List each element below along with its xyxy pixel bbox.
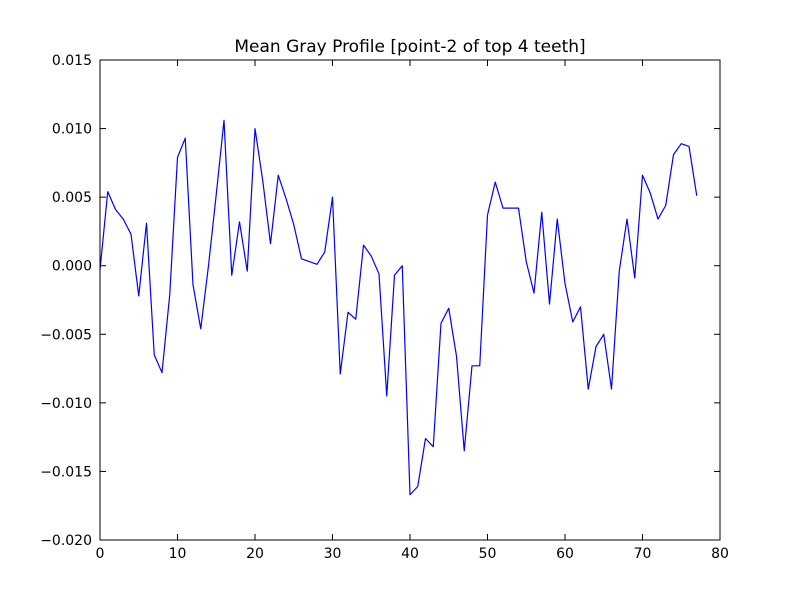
x-tick-label: 60 bbox=[556, 546, 574, 562]
plot-frame bbox=[99, 59, 721, 541]
series-layer bbox=[99, 119, 698, 496]
y-tick-label: −0.015 bbox=[40, 464, 92, 480]
x-tick-label: 10 bbox=[169, 546, 187, 562]
y-tick-label: 0.000 bbox=[52, 259, 92, 275]
x-tick-label: 40 bbox=[401, 546, 419, 562]
y-tick-label: −0.010 bbox=[40, 396, 92, 412]
y-tick-label: −0.020 bbox=[40, 533, 92, 549]
x-axis: 0 10 20 30 40 50 60 70 80 bbox=[96, 60, 729, 562]
x-tick-label: 20 bbox=[246, 546, 264, 562]
x-tick-label: 0 bbox=[96, 546, 105, 562]
y-tick-label: −0.005 bbox=[40, 327, 92, 343]
x-tick-label: 70 bbox=[634, 546, 652, 562]
y-tick-label: 0.015 bbox=[52, 53, 92, 69]
y-axis: 0.015 0.010 0.005 0.000 −0.005 −0.010 −0.015 −0… bbox=[40, 53, 720, 549]
y-tick-label: 0.010 bbox=[52, 122, 92, 138]
x-tick-label: 50 bbox=[479, 546, 497, 562]
chart-title: Mean Gray Profile [point-2 of top 4 teet… bbox=[234, 37, 585, 57]
x-tick-label: 30 bbox=[324, 546, 342, 562]
y-tick-label: 0.005 bbox=[52, 190, 92, 206]
series-line-0 bbox=[99, 119, 698, 496]
x-tick-label: 80 bbox=[711, 546, 729, 562]
